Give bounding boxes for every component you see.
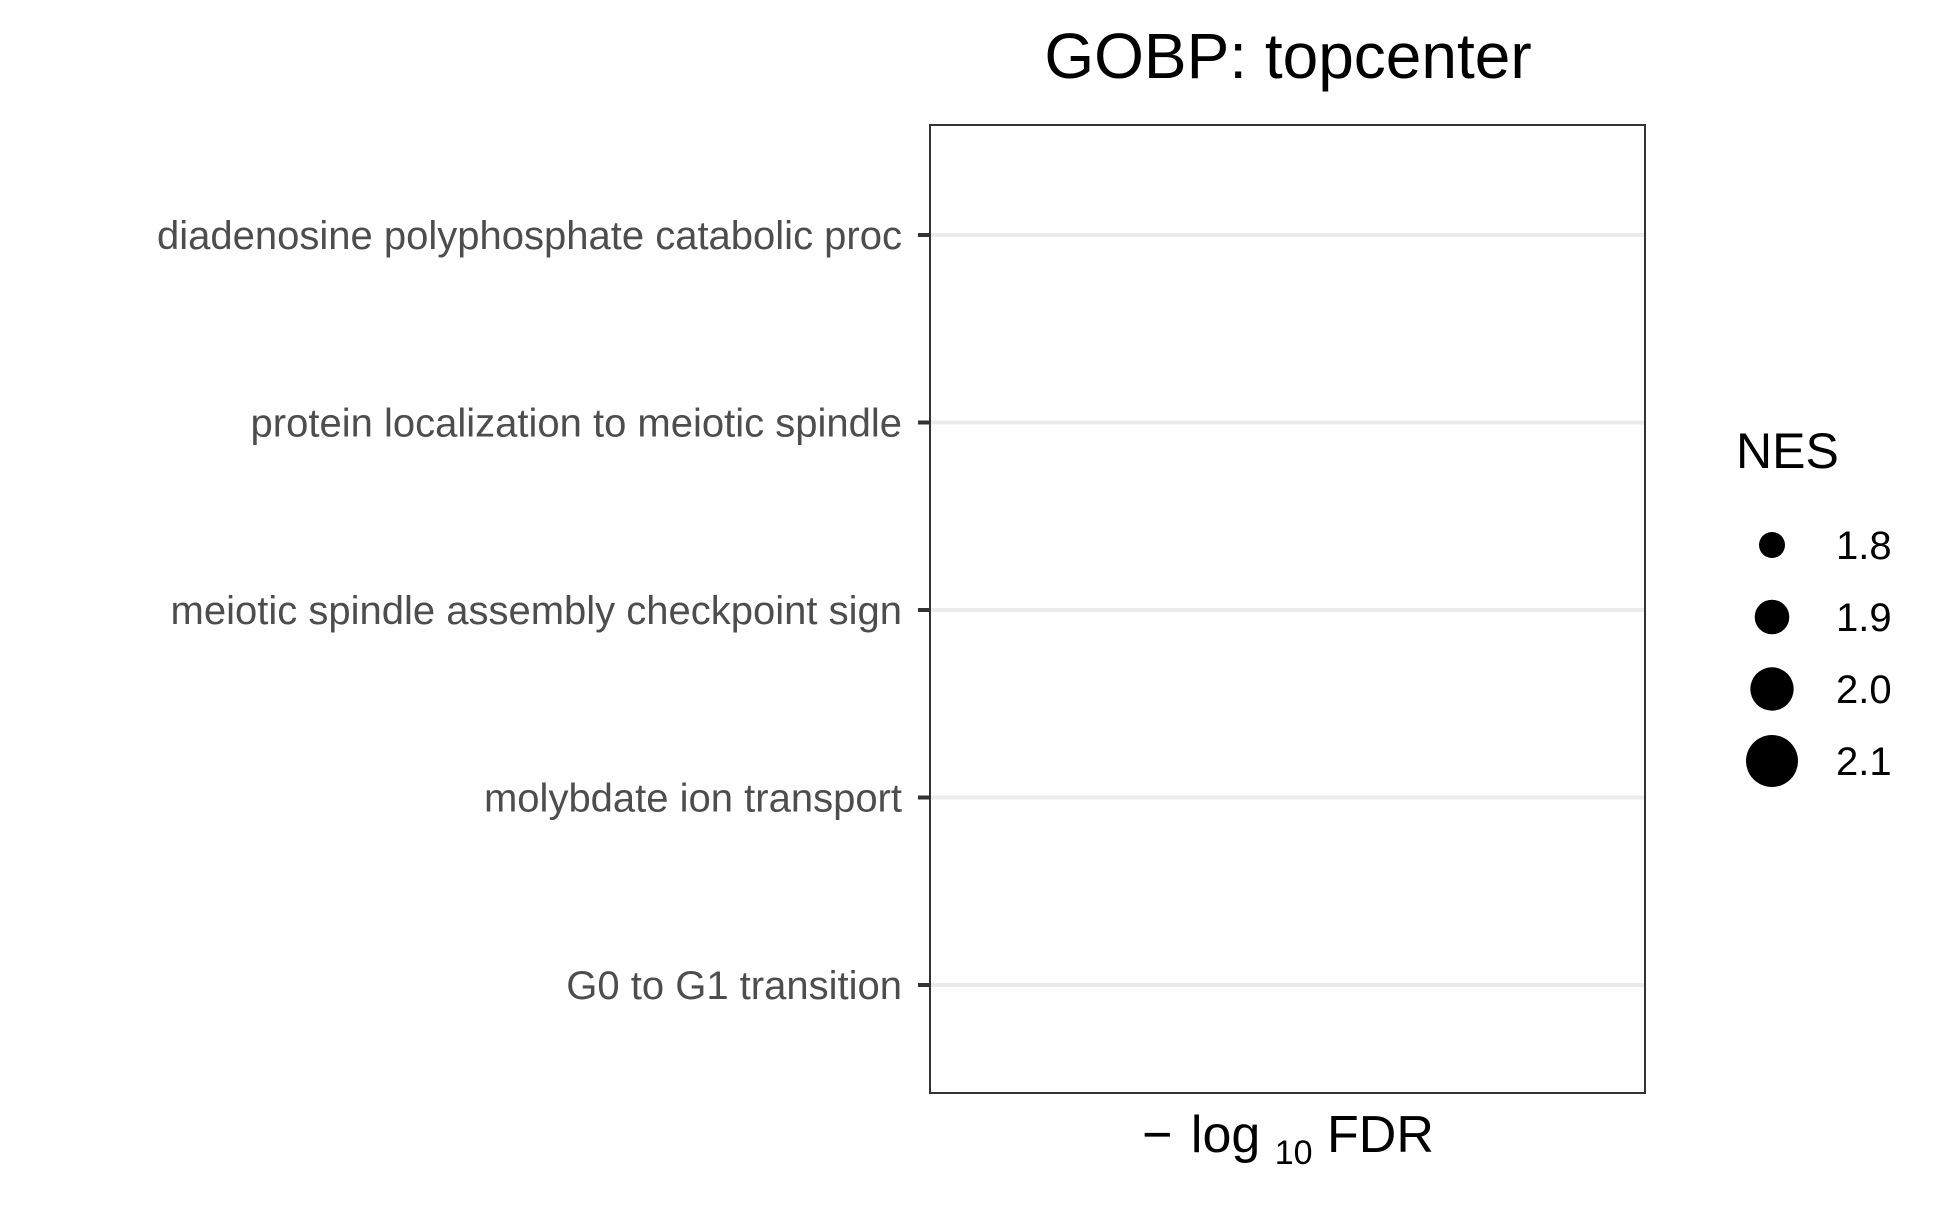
x-axis-title-base: log <box>1191 1106 1260 1164</box>
legend-title: NES <box>1736 423 1839 479</box>
legend-key-2 <box>1750 667 1794 711</box>
y-axis-tick-labels: diadenosine polyphosphate catabolic proc… <box>157 214 902 1008</box>
y-axis-ticks <box>918 233 930 987</box>
y-tick-label-4: G0 to G1 transition <box>566 964 902 1008</box>
legend-label-0: 1.8 <box>1836 524 1892 568</box>
grid-lines <box>930 233 1645 987</box>
y-tick-label-1: protein localization to meiotic spindle <box>251 402 902 446</box>
chart-title: GOBP: topcenter <box>1044 20 1531 92</box>
legend-items: 1.8 1.9 2.0 2.1 <box>1746 524 1892 787</box>
x-axis-title: − log 10 FDR <box>1142 1106 1434 1176</box>
legend-label-2: 2.0 <box>1836 668 1892 712</box>
y-tick-label-2: meiotic spindle assembly checkpoint sign <box>171 589 902 633</box>
legend-key-3 <box>1746 735 1798 787</box>
plot-panel <box>929 124 1646 1094</box>
legend-key-1 <box>1754 599 1790 635</box>
x-axis-title-suffix: FDR <box>1327 1106 1434 1164</box>
legend-label-3: 2.1 <box>1836 740 1892 784</box>
legend: NES 1.8 1.9 2.0 2.1 <box>1736 423 1892 787</box>
x-axis-title-subscript: 10 <box>1275 1134 1313 1172</box>
y-tick-label-0: diadenosine polyphosphate catabolic proc <box>157 214 902 258</box>
y-tick-label-3: molybdate ion transport <box>484 777 902 821</box>
legend-key-0 <box>1759 532 1785 558</box>
legend-label-1: 1.9 <box>1836 596 1892 640</box>
x-axis-title-prefix: − <box>1142 1106 1172 1164</box>
